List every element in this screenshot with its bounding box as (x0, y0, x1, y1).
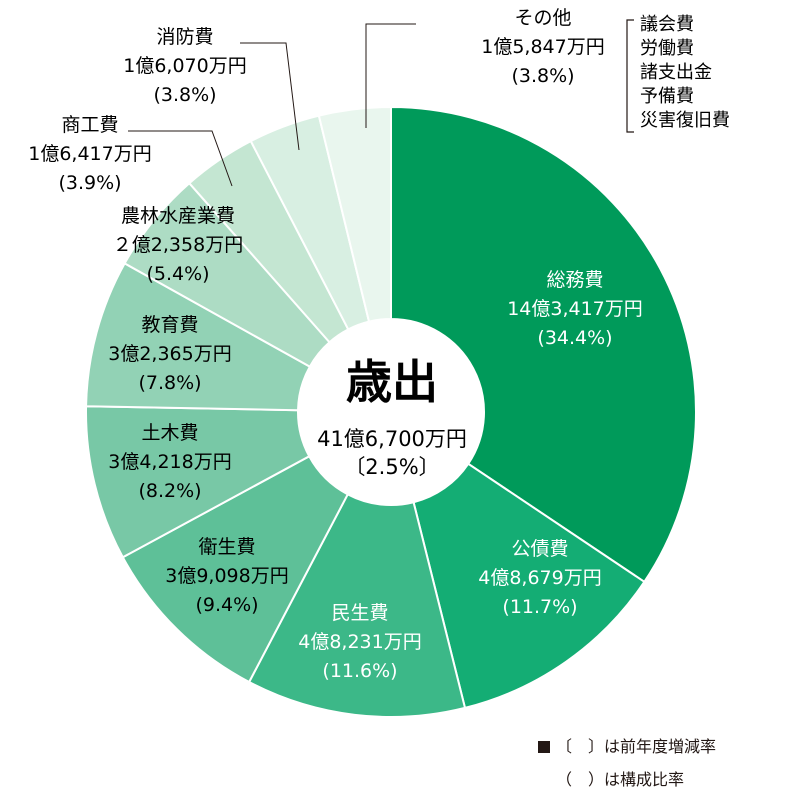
slice-name-label: 農林水産業費 (121, 205, 235, 227)
leader-lines (128, 23, 416, 187)
leader-line (128, 130, 233, 187)
donut-slices (85, 105, 697, 718)
slice-amount-label: 4億8,231万円 (298, 631, 421, 653)
slice-percent-label: (8.2%) (138, 480, 201, 502)
slice-name-label: 総務費 (546, 269, 603, 291)
slice-name-label: 公債費 (511, 538, 568, 560)
donut-hole (298, 319, 484, 505)
change-rate-note: 〔 〕は前年度増減率 (538, 733, 716, 757)
slice-amount-label: 1億6,070万円 (123, 55, 246, 77)
slice-name-label: その他 (514, 7, 571, 29)
ratio-note-text: （ ）は構成比率 (556, 770, 685, 789)
slice-percent-label: (3.8%) (153, 84, 216, 106)
slice-percent-label: (3.8%) (511, 65, 574, 87)
other-breakdown-item: 労働費 (640, 38, 694, 59)
slice-amount-label: ２億2,358万円 (113, 234, 243, 256)
ratio-note: （ ）は構成比率 (556, 766, 684, 790)
change-rate-note-text: 〔 〕は前年度増減率 (556, 737, 717, 756)
slice-amount-label: 1億6,417万円 (28, 143, 151, 165)
slice-percent-label: (3.9%) (58, 172, 121, 194)
slice-amount-label: 1億5,847万円 (481, 36, 604, 58)
center-total: 41億6,700万円 (317, 427, 467, 451)
slice-name-label: 土木費 (141, 422, 198, 444)
slice-name-label: 教育費 (141, 314, 198, 336)
other-breakdown-item: 諸支出金 (640, 62, 712, 83)
slice-percent-label: (9.4%) (195, 594, 258, 616)
slice-amount-label: 4億8,679万円 (478, 567, 601, 589)
other-breakdown-item: 災害復旧費 (640, 110, 730, 131)
slice-name-label: 商工費 (61, 114, 118, 136)
slice-amount-label: 3億2,365万円 (108, 343, 231, 365)
center-change: 〔2.5%〕 (344, 455, 439, 479)
other-breakdown-bracket (626, 19, 634, 133)
slice-name-label: 消防費 (156, 26, 213, 48)
center-title: 歳出 (346, 355, 438, 409)
slice-amount-label: 3億4,218万円 (108, 451, 231, 473)
leader-line (365, 23, 416, 128)
slice-amount-label: 14億3,417万円 (507, 298, 643, 320)
slice-percent-label: (5.4%) (146, 263, 209, 285)
other-breakdown-item: 議会費 (640, 14, 694, 35)
leader-line (240, 42, 300, 151)
slice-name-label: 民生費 (331, 602, 388, 624)
slice-name-label: 衛生費 (198, 536, 255, 558)
other-breakdown-item: 予備費 (640, 86, 694, 107)
slice-percent-label: (7.8%) (138, 372, 201, 394)
legend-square-icon (538, 741, 550, 753)
slice-amount-label: 3億9,098万円 (165, 565, 288, 587)
slice-percent-label: (11.7%) (502, 596, 577, 618)
slice-percent-label: (11.6%) (322, 660, 397, 682)
slice-labels: 総務費 14億3,417万円 (34.4%) 公債費 4億8,679万円 (11.7%) 民… (28, 7, 643, 682)
slice-percent-label: (34.4%) (537, 327, 612, 349)
